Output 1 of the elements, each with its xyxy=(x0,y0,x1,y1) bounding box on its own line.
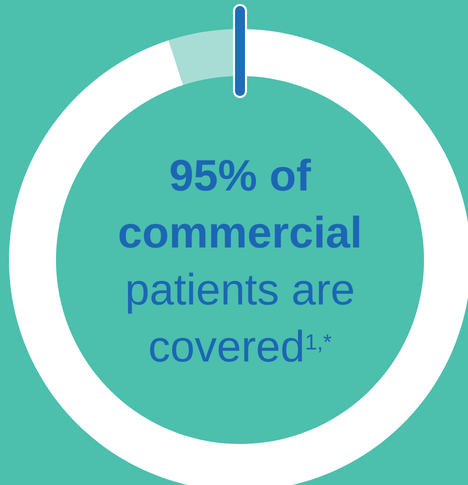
text: patients are covered$^{1,*}$ xyxy=(125,266,355,372)
